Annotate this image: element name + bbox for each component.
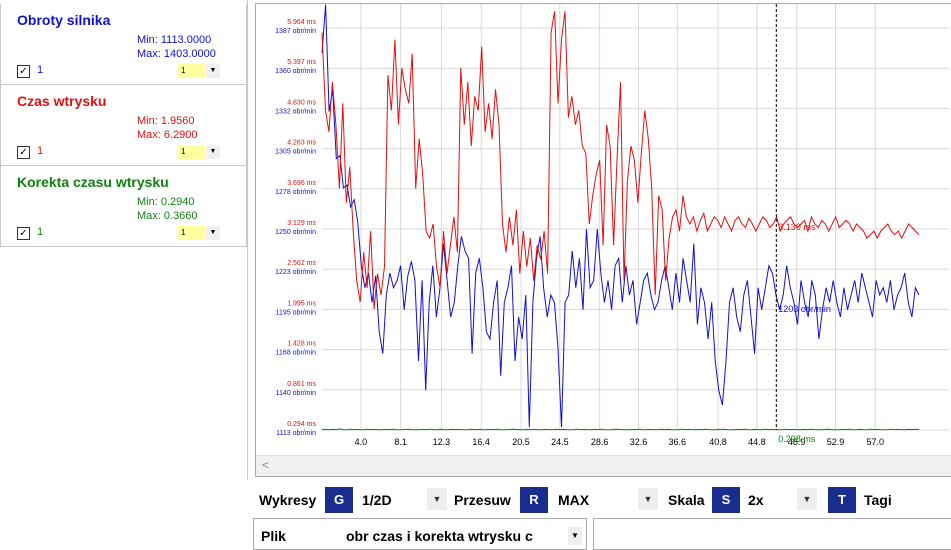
y-tick-label-blue: 1195 obr/min bbox=[276, 309, 316, 316]
y-tick-label-red: 1.428 ms bbox=[287, 341, 316, 348]
chevron-down-icon[interactable]: ▼ bbox=[206, 145, 220, 159]
chevron-down-icon[interactable]: ▼ bbox=[206, 64, 220, 78]
series-line bbox=[321, 4, 920, 428]
y-tick-label-blue: 1140 obr/min bbox=[276, 390, 316, 397]
y-tick-label-red: 2.562 ms bbox=[287, 260, 316, 267]
chevron-down-icon[interactable]: ▼ bbox=[638, 488, 658, 510]
signal-checkbox[interactable]: ✓ bbox=[17, 227, 30, 240]
signal-card-czas: Czas wtrysku Min: 1.9560 Max: 6.2900 ✓ 1… bbox=[0, 85, 247, 166]
x-tick-label: 20.5 bbox=[512, 437, 530, 447]
file-select[interactable]: Plik obr czas i korekta wtrysku c ▼ bbox=[253, 518, 587, 550]
x-tick-label: 12.3 bbox=[433, 437, 451, 447]
signal-max: Max: 1403.0000 bbox=[137, 48, 216, 60]
cursor-label-blue: 1203 obr/min bbox=[778, 304, 831, 314]
x-tick-label: 36.6 bbox=[669, 437, 687, 447]
signal-axis-number: 1 bbox=[37, 64, 44, 76]
y-tick-label-red: 1.995 ms bbox=[287, 300, 316, 307]
y-tick-label-red: 5.964 ms bbox=[287, 19, 316, 26]
x-tick-label: 57.0 bbox=[867, 437, 885, 447]
x-tick-label: 4.0 bbox=[355, 437, 368, 447]
signal-max: Max: 0.3660 bbox=[137, 210, 198, 222]
panel-divider bbox=[247, 0, 248, 480]
signal-axis-number: 1 bbox=[37, 226, 44, 238]
signal-dropdown[interactable]: 1 ▼ bbox=[178, 145, 220, 159]
x-tick-label: 44.8 bbox=[748, 437, 766, 447]
y-tick-label-red: 0.861 ms bbox=[287, 381, 316, 388]
chevron-down-icon[interactable]: ▼ bbox=[427, 488, 447, 510]
skala-label: Skala bbox=[668, 492, 705, 508]
cursor-label-green: 0.298 ms bbox=[778, 434, 816, 444]
series-line bbox=[321, 428, 920, 431]
chevron-left-icon[interactable]: < bbox=[262, 458, 270, 472]
signal-name: Obroty silnika bbox=[17, 12, 111, 28]
signal-dropdown-value: 1 bbox=[178, 145, 205, 159]
y-tick-label-red: 3.696 ms bbox=[287, 180, 316, 187]
signal-max: Max: 6.2900 bbox=[137, 129, 198, 141]
y-tick-label-blue: 1250 obr/min bbox=[275, 229, 316, 236]
x-tick-label: 28.6 bbox=[591, 437, 609, 447]
wykresy-key-button[interactable]: G bbox=[325, 487, 353, 513]
chevron-down-icon[interactable]: ▼ bbox=[797, 488, 817, 510]
signal-checkbox[interactable]: ✓ bbox=[17, 146, 30, 159]
y-tick-label-blue: 1113 obr/min bbox=[276, 430, 316, 437]
y-tick-label-blue: 1305 obr/min bbox=[275, 149, 316, 156]
tagi-label: Tagi bbox=[864, 492, 892, 508]
horizontal-scrollbar[interactable]: < bbox=[256, 455, 951, 476]
y-tick-label-red: 4.263 ms bbox=[287, 140, 316, 147]
y-tick-label-red: 3.129 ms bbox=[287, 220, 316, 227]
chart[interactable]: 5.964 ms 1387 obr/min 5.397 ms 1360 obr/min… bbox=[256, 4, 951, 456]
wykresy-label: Wykresy bbox=[259, 492, 317, 508]
skala-key-button[interactable]: S bbox=[712, 487, 740, 513]
signal-card-korekta: Korekta czasu wtrysku Min: 0.2940 Max: 0… bbox=[0, 166, 247, 247]
signal-axis-number: 1 bbox=[37, 145, 44, 157]
x-tick-label: 40.8 bbox=[709, 437, 727, 447]
y-tick-label-blue: 1223 obr/min bbox=[275, 269, 316, 276]
signal-name: Czas wtrysku bbox=[17, 93, 107, 109]
y-tick-label-red: 5.397 ms bbox=[287, 59, 316, 66]
przesuw-label: Przesuw bbox=[454, 492, 511, 508]
x-tick-label: 48.9 bbox=[788, 437, 806, 447]
x-tick-label: 52.9 bbox=[827, 437, 845, 447]
file-label: Plik bbox=[261, 528, 286, 544]
skala-value: 2x bbox=[748, 492, 764, 508]
series-line bbox=[321, 11, 920, 310]
signal-dropdown[interactable]: 1 ▼ bbox=[178, 226, 220, 240]
signal-dropdown-value: 1 bbox=[178, 64, 205, 78]
x-tick-label: 24.5 bbox=[551, 437, 569, 447]
cursor-label-red: 3.130 ms bbox=[778, 222, 816, 232]
y-tick-label-red: 4.830 ms bbox=[287, 99, 316, 106]
x-tick-label: 8.1 bbox=[394, 437, 407, 447]
signal-card-obroty: Obroty silnika Min: 1113.0000 Max: 1403.… bbox=[0, 4, 247, 85]
signal-checkbox[interactable]: ✓ bbox=[17, 65, 30, 78]
y-tick-label-blue: 1360 obr/min bbox=[275, 68, 316, 75]
x-tick-label: 32.6 bbox=[630, 437, 648, 447]
signal-min: Min: 1.9560 bbox=[137, 115, 195, 127]
info-box bbox=[593, 518, 951, 550]
chevron-down-icon[interactable]: ▼ bbox=[568, 527, 582, 545]
file-value: obr czas i korekta wtrysku c bbox=[346, 528, 533, 544]
y-tick-label-blue: 1332 obr/min bbox=[275, 108, 316, 115]
signal-dropdown[interactable]: 1 ▼ bbox=[178, 64, 220, 78]
signal-min: Min: 0.2940 bbox=[137, 196, 195, 208]
wykresy-value: 1/2D bbox=[362, 492, 392, 508]
y-tick-label-red: 0.294 ms bbox=[287, 421, 316, 428]
y-tick-label-blue: 1168 obr/min bbox=[276, 350, 316, 357]
x-tick-label: 16.4 bbox=[472, 437, 490, 447]
signal-panel: Obroty silnika Min: 1113.0000 Max: 1403.… bbox=[0, 0, 247, 542]
signal-dropdown-value: 1 bbox=[178, 226, 205, 240]
y-tick-label-blue: 1387 obr/min bbox=[275, 28, 316, 35]
signal-min: Min: 1113.0000 bbox=[137, 34, 212, 46]
y-tick-label-blue: 1278 obr/min bbox=[275, 189, 316, 196]
signal-name: Korekta czasu wtrysku bbox=[17, 174, 169, 190]
przesuw-value: MAX bbox=[558, 492, 590, 508]
przesuw-key-button[interactable]: R bbox=[520, 487, 548, 513]
chevron-down-icon[interactable]: ▼ bbox=[206, 226, 220, 240]
tagi-key-button[interactable]: T bbox=[828, 487, 856, 513]
